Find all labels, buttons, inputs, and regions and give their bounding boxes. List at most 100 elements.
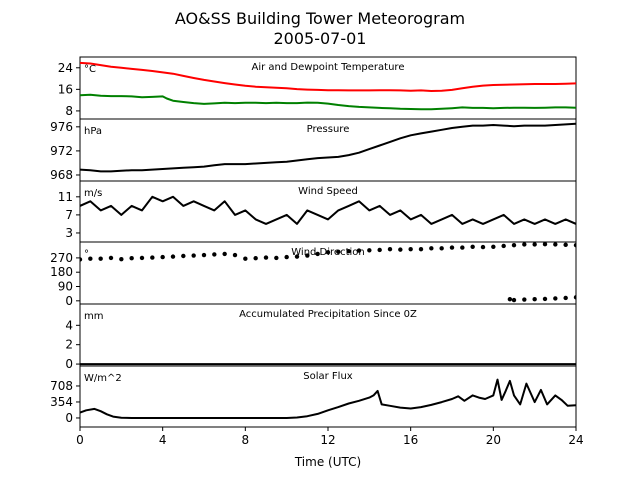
x-tick-label: 20 bbox=[486, 433, 501, 447]
panel-wind-direction-point bbox=[367, 248, 372, 253]
panel-wind-direction-point bbox=[243, 256, 248, 261]
panel-wind-direction-point bbox=[294, 254, 300, 259]
x-tick-label: 24 bbox=[568, 433, 583, 447]
panel-wind-direction-point bbox=[542, 296, 548, 302]
panel-wind-direction-point bbox=[553, 242, 558, 247]
panel-wind-direction-point bbox=[356, 248, 362, 253]
x-tick-label: 8 bbox=[242, 433, 250, 447]
panel-air-and-dewpoint-temperature-unit: °C bbox=[84, 64, 96, 75]
panel-pressure-unit: hPa bbox=[84, 126, 102, 137]
panel-wind-direction-point bbox=[439, 246, 444, 251]
panel-accumulated-precipitation-since-0z-title: Accumulated Precipitation Since 0Z bbox=[239, 309, 417, 320]
panel-wind-direction-point bbox=[336, 249, 341, 255]
panel-solar-flux: 0 354 708 Solar Flux W/m^2 bbox=[50, 365, 577, 428]
panel-wind-direction-point bbox=[542, 242, 548, 247]
panel-solar-flux-unit: W/m^2 bbox=[84, 373, 122, 384]
panel-accumulated-precipitation-since-0z-ytick-label: 2 bbox=[65, 338, 73, 352]
panel-wind-direction-point bbox=[532, 297, 537, 302]
panel-wind-speed-series-line bbox=[80, 195, 576, 225]
panel-wind-direction-point bbox=[418, 246, 424, 252]
panel-wind-direction-point bbox=[346, 249, 351, 254]
panel-pressure-ytick-label: 968 bbox=[50, 168, 73, 182]
x-tick-label: 12 bbox=[320, 433, 335, 447]
panel-wind-direction-point bbox=[88, 256, 93, 261]
panel-wind-speed: 3 7 11 Wind Speed m/s bbox=[58, 180, 577, 243]
panel-wind-direction-point bbox=[274, 255, 279, 261]
panel-wind-direction-point bbox=[511, 297, 517, 303]
x-tick-label: 0 bbox=[76, 433, 84, 447]
panel-wind-direction-point bbox=[491, 244, 496, 249]
panel-pressure-ytick-label: 976 bbox=[50, 120, 73, 134]
panel-wind-direction-point bbox=[325, 250, 331, 255]
panel-wind-direction-point bbox=[222, 251, 227, 257]
panel-wind-direction-point bbox=[170, 254, 176, 259]
panel-wind-direction-point bbox=[573, 295, 576, 300]
panel-wind-direction-point bbox=[98, 256, 103, 261]
panel-wind-direction-point bbox=[150, 255, 155, 260]
panel-accumulated-precipitation-since-0z-ytick-label: 4 bbox=[65, 318, 73, 332]
panel-wind-direction-point bbox=[129, 256, 134, 261]
panel-solar-flux-title: Solar Flux bbox=[303, 371, 353, 382]
panel-wind-direction-point bbox=[563, 295, 568, 301]
x-axis-label: Time (UTC) bbox=[294, 455, 361, 469]
panel-wind-direction-point bbox=[253, 256, 258, 261]
panel-wind-direction-point bbox=[201, 252, 207, 258]
panel-wind-direction-point bbox=[80, 257, 83, 262]
panel-accumulated-precipitation-since-0z-ytick-label: 0 bbox=[65, 357, 73, 371]
panel-wind-direction-point bbox=[398, 247, 403, 252]
panel-wind-speed-ytick-label: 3 bbox=[65, 226, 73, 240]
panel-wind-direction-ytick-label: 270 bbox=[50, 251, 73, 265]
panel-wind-direction-unit: ° bbox=[84, 249, 89, 260]
panel-wind-speed-ytick-label: 7 bbox=[65, 208, 73, 222]
panel-wind-direction-point bbox=[408, 246, 413, 252]
panel-air-and-dewpoint-temperature-series-line bbox=[80, 61, 576, 92]
panel-wind-direction-point bbox=[108, 255, 114, 261]
panel-wind-direction-point bbox=[160, 254, 165, 260]
x-tick-label: 16 bbox=[403, 433, 418, 447]
panel-wind-direction-ytick-label: 0 bbox=[65, 294, 73, 308]
panel-wind-direction-ytick-label: 90 bbox=[58, 280, 73, 294]
panel-wind-direction-point bbox=[470, 244, 475, 249]
panel-wind-direction-point bbox=[507, 297, 513, 302]
panel-accumulated-precipitation-since-0z-unit: mm bbox=[84, 311, 103, 322]
panel-wind-direction-point bbox=[232, 252, 238, 258]
panel-solar-flux-ytick-label: 354 bbox=[50, 395, 73, 409]
panel-wind-direction-point bbox=[522, 297, 527, 302]
figure-title: AO&SS Building Tower Meteorogram bbox=[175, 9, 465, 28]
panel-pressure-series-line bbox=[80, 122, 576, 173]
panel-wind-direction-point bbox=[449, 245, 455, 250]
panel-solar-flux-series-line bbox=[80, 378, 576, 419]
panel-air-and-dewpoint-temperature-title: Air and Dewpoint Temperature bbox=[252, 62, 405, 73]
panel-air-and-dewpoint-temperature-series-line bbox=[80, 93, 576, 111]
panel-wind-direction-point bbox=[480, 244, 486, 250]
panel-wind-direction-point bbox=[119, 256, 124, 262]
panel-wind-direction-point bbox=[553, 296, 558, 301]
panel-pressure-title: Pressure bbox=[307, 124, 350, 135]
panel-wind-direction-point bbox=[460, 245, 465, 250]
panel-wind-direction-point bbox=[284, 254, 289, 260]
panel-wind-direction-title: Wind Direction bbox=[291, 247, 365, 258]
panel-air-and-dewpoint-temperature-ytick-label: 24 bbox=[58, 61, 73, 75]
panel-wind-direction-point bbox=[511, 242, 517, 248]
panel-wind-direction-ytick-label: 180 bbox=[50, 265, 73, 279]
panel-wind-speed-title: Wind Speed bbox=[298, 186, 358, 197]
panel-wind-speed-unit: m/s bbox=[84, 188, 102, 199]
panel-wind-direction-point bbox=[305, 253, 310, 258]
panel-wind-direction-point bbox=[522, 242, 527, 247]
panel-wind-direction-point bbox=[139, 255, 145, 261]
panel-air-and-dewpoint-temperature: 8 16 24 Air and Dewpoint Temperature °C bbox=[58, 56, 577, 120]
panel-wind-direction-point bbox=[429, 246, 434, 251]
panel-wind-direction-point bbox=[315, 251, 320, 257]
panel-wind-direction-point bbox=[532, 242, 537, 247]
panel-wind-direction-point bbox=[181, 253, 186, 259]
x-tick-label: 4 bbox=[159, 433, 167, 447]
panel-wind-direction-point bbox=[563, 242, 568, 248]
panel-wind-direction-point bbox=[501, 243, 506, 249]
panel-wind-direction-point bbox=[212, 252, 217, 257]
panel-air-and-dewpoint-temperature-ytick-label: 16 bbox=[58, 82, 73, 96]
panel-wind-direction-point bbox=[191, 253, 196, 258]
panel-accumulated-precipitation-since-0z: 0 2 4 Accumulated Precipitation Since 0Z mm bbox=[65, 303, 577, 371]
